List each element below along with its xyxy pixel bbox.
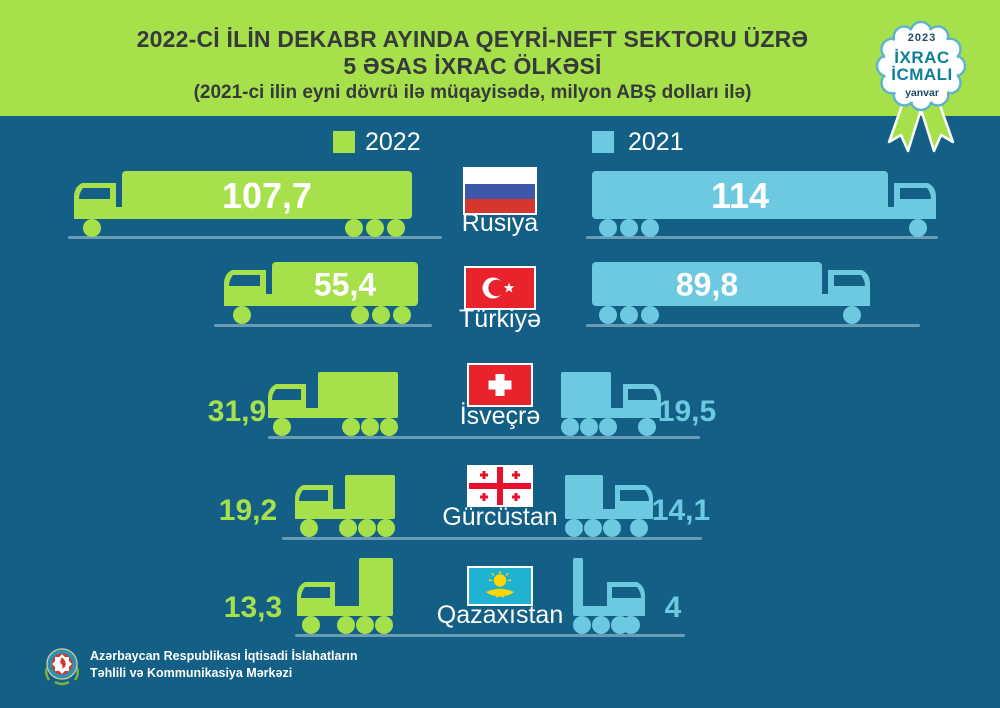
country-label: Rusiya — [461, 209, 539, 237]
road-line — [295, 634, 685, 637]
value-2021: 19,5 — [657, 395, 717, 428]
header-band: 2022-Cİ İLİN DEKABR AYINDA QEYRİ-NEFT SE… — [0, 0, 1000, 116]
country-label: Gürcüstan — [442, 503, 558, 531]
rosette-seal-icon — [863, 2, 981, 165]
truck-2022-icon — [293, 475, 403, 539]
value-2021: 89,8 — [675, 266, 739, 303]
country-label: Qazaxıstan — [436, 601, 564, 629]
value-2021: 114 — [710, 175, 770, 216]
legend-label-2021: 2021 — [628, 128, 684, 156]
value-2021: 14,1 — [651, 494, 711, 527]
organization-name-line1: Azərbaycan Respublikası İqtisadi İslahat… — [90, 649, 358, 663]
badge-month: yanvar — [905, 87, 939, 99]
flag-turkey-icon — [464, 266, 536, 310]
road-line — [282, 537, 702, 540]
value-2022: 107,7 — [221, 175, 313, 216]
value-2022: 31,9 — [207, 395, 267, 428]
country-label: İsveçrə — [459, 402, 541, 430]
organization-name-line2: Təhlili və Kommunikasiya Mərkəzi — [90, 666, 293, 680]
truck-2021-icon — [586, 262, 872, 326]
azerbaijan-emblem-icon — [42, 644, 82, 693]
flag-kazakhstan-icon — [467, 566, 533, 606]
legend-swatch-2021 — [592, 131, 614, 153]
road-line — [68, 236, 442, 239]
road-line — [586, 236, 938, 239]
value-2021: 4 — [664, 591, 682, 624]
truck-2021-icon — [586, 171, 938, 239]
title-line2: 5 ƏSAS İXRAC ÖLKƏSİ — [343, 53, 602, 79]
export-review-badge: 2023 İXRAC İCMALI yanvar — [863, 2, 981, 160]
legend-swatch-2022 — [333, 131, 355, 153]
value-2022: 13,3 — [223, 591, 283, 624]
legend-label-2022: 2022 — [365, 128, 421, 156]
organization-name: Azərbaycan Respublikası İqtisadi İslahat… — [90, 648, 357, 682]
road-line — [268, 436, 700, 439]
badge-title-line2: İCMALI — [891, 65, 953, 84]
truck-2021-icon — [553, 372, 663, 438]
subtitle: (2021-ci ilin eyni dövrü ilə müqayisədə,… — [193, 82, 752, 103]
truck-2021-icon — [565, 558, 647, 636]
truck-2022-icon — [295, 558, 401, 636]
road-line — [586, 324, 920, 327]
value-2022: 55,4 — [313, 266, 377, 303]
badge-year: 2023 — [907, 32, 937, 44]
country-label: Türkiyə — [459, 305, 541, 333]
road-line — [214, 324, 432, 327]
truck-2022-icon — [266, 372, 406, 438]
value-2022: 19,2 — [218, 494, 278, 527]
badge-title-line1: İXRAC — [894, 48, 950, 67]
flag-georgia-icon — [467, 465, 533, 507]
flag-russia-icon — [463, 167, 537, 215]
truck-2021-icon — [557, 475, 655, 539]
truck-2022-icon — [222, 262, 424, 326]
truck-2022-icon — [72, 171, 418, 239]
flag-switzerland-icon — [467, 363, 533, 407]
title-line1: 2022-Cİ İLİN DEKABR AYINDA QEYRİ-NEFT SE… — [136, 26, 809, 52]
